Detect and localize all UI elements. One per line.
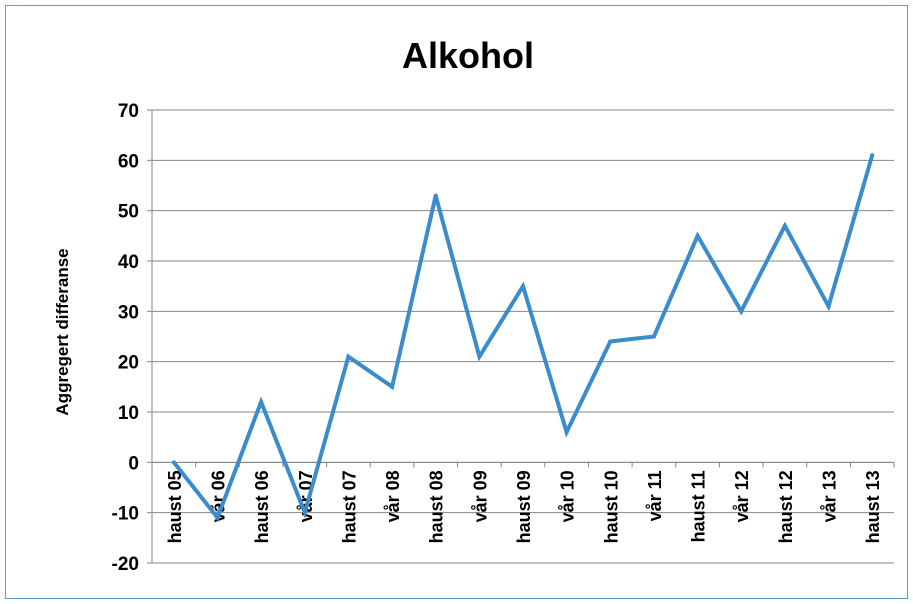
series-layer (171, 153, 875, 522)
data-point (739, 309, 744, 314)
data-point (782, 223, 787, 228)
y-tick-label: 0 (128, 453, 139, 474)
data-point (302, 510, 307, 515)
y-tick-label: 70 (118, 101, 139, 122)
x-tick-label: vår 08 (383, 470, 403, 522)
data-point (477, 354, 482, 359)
data-point (695, 233, 700, 238)
y-tick-label: 60 (118, 151, 139, 172)
data-point (171, 460, 176, 465)
data-point (259, 399, 264, 404)
y-axis-label: Aggregert differanse (53, 248, 72, 415)
data-point (346, 354, 351, 359)
data-point (608, 339, 613, 344)
y-tick-label: -20 (112, 554, 139, 575)
y-axis-ticks: 70 60 50 40 30 20 10 0 -10 -20 (112, 101, 139, 575)
chart-frame: Alkohol Aggregert differanse 70 60 50 40 30 2… (5, 5, 908, 599)
x-tick-label: vår 11 (645, 470, 665, 521)
y-tick-label: -10 (112, 504, 139, 525)
x-tick-label: haust 11 (689, 470, 709, 542)
data-point (433, 193, 438, 198)
data-point (870, 153, 875, 158)
gridlines (147, 109, 895, 564)
x-tick-label: haust 13 (863, 470, 883, 543)
x-tick-label: vår 12 (732, 470, 752, 522)
x-tick-label: haust 09 (514, 470, 534, 543)
data-point (390, 384, 395, 389)
x-tick-label: haust 10 (601, 470, 621, 543)
x-axis-ticks: haust 05 vår 06 haust 06 vår 07 haust 07 vår … (165, 470, 883, 543)
x-tick-label: haust 06 (252, 470, 272, 543)
line-chart: Alkohol Aggregert differanse 70 60 50 40 30 2… (53, 35, 895, 575)
data-point (651, 334, 656, 339)
y-tick-label: 30 (118, 302, 139, 323)
x-tick-label: haust 12 (776, 470, 796, 543)
data-point (521, 284, 525, 289)
series-line (172, 154, 875, 522)
data-point (826, 304, 831, 309)
y-tick-label: 50 (118, 202, 139, 223)
y-tick-label: 40 (118, 252, 139, 273)
x-tick-label: haust 05 (165, 470, 185, 543)
x-tick-label: vår 13 (820, 470, 840, 522)
x-tick-label: vår 10 (558, 470, 578, 522)
y-tick-label: 20 (118, 353, 139, 374)
x-tick-label: vår 09 (470, 470, 490, 522)
chart-title: Alkohol (402, 35, 534, 76)
x-tick-label: vår 07 (296, 470, 316, 522)
data-point (564, 430, 569, 435)
x-tick-label: haust 08 (427, 470, 447, 543)
y-tick-label: 10 (118, 403, 139, 424)
data-point (215, 515, 220, 520)
x-tick-label: haust 07 (339, 470, 359, 543)
